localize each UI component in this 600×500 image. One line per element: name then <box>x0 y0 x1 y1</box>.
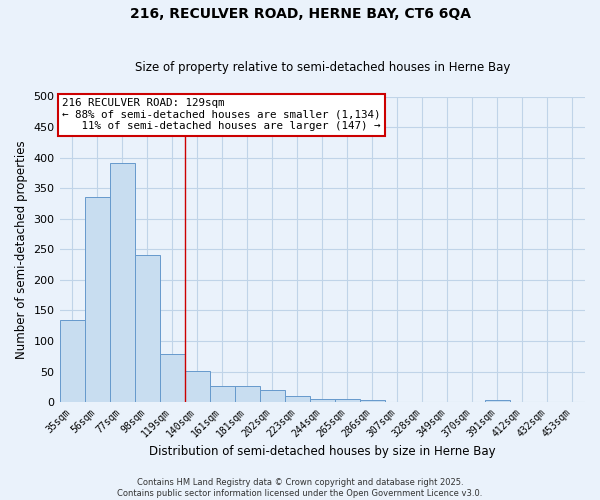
Bar <box>160 354 185 402</box>
Text: 216 RECULVER ROAD: 129sqm
← 88% of semi-detached houses are smaller (1,134)
   1: 216 RECULVER ROAD: 129sqm ← 88% of semi-… <box>62 98 380 131</box>
Text: Contains HM Land Registry data © Crown copyright and database right 2025.
Contai: Contains HM Land Registry data © Crown c… <box>118 478 482 498</box>
Bar <box>110 162 134 402</box>
Bar <box>360 400 385 402</box>
Bar <box>134 255 160 402</box>
Bar <box>209 386 235 402</box>
Text: 216, RECULVER ROAD, HERNE BAY, CT6 6QA: 216, RECULVER ROAD, HERNE BAY, CT6 6QA <box>130 8 470 22</box>
Bar <box>260 390 285 402</box>
Y-axis label: Number of semi-detached properties: Number of semi-detached properties <box>15 140 28 358</box>
Bar <box>85 198 110 402</box>
Bar <box>485 400 510 402</box>
Bar <box>310 399 335 402</box>
Bar <box>59 320 85 402</box>
Bar <box>285 396 310 402</box>
Bar <box>235 386 260 402</box>
Bar <box>185 371 209 402</box>
Title: Size of property relative to semi-detached houses in Herne Bay: Size of property relative to semi-detach… <box>134 62 510 74</box>
X-axis label: Distribution of semi-detached houses by size in Herne Bay: Distribution of semi-detached houses by … <box>149 444 496 458</box>
Bar <box>335 399 360 402</box>
